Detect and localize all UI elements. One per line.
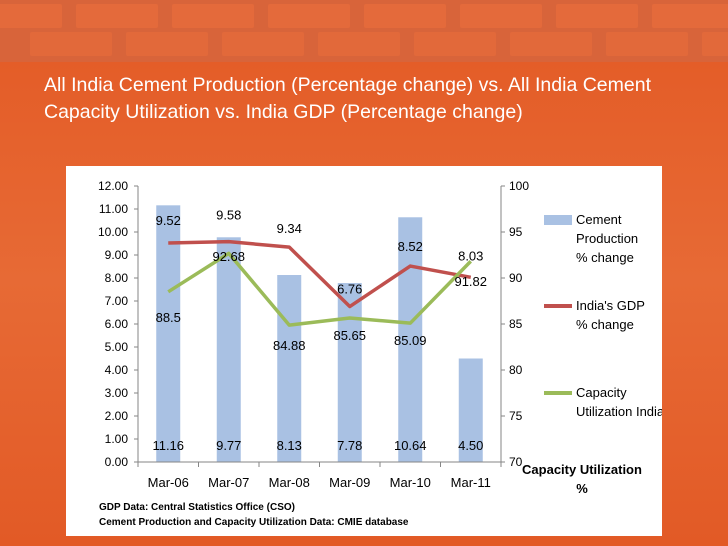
bar-data-label: 9.77 [216,438,241,453]
left-tick-label: 10.00 [98,225,128,239]
brick [76,4,158,28]
chart-panel: 0.00 1.00 2.00 3.00 4.00 5.00 6.00 7.00 8.00 9.00… [66,166,662,536]
brick [510,32,592,56]
left-tick-label: 12.00 [98,179,128,193]
slide-title: All India Cement Production (Percentage … [44,74,651,123]
left-tick-label: 8.00 [105,271,129,285]
brick [460,4,542,28]
x-tick-label: Mar-08 [269,475,310,490]
capacity-data-label: 85.09 [394,333,427,348]
gdp-line [168,239,472,309]
left-tick-label: 7.00 [105,294,129,308]
left-tick-label: 6.00 [105,317,129,331]
brick [556,4,638,28]
brick-wall-banner [0,0,728,62]
bar-Mar-10 [398,217,423,462]
brick [364,4,446,28]
cement-source-note: Cement Production and Capacity Utilizati… [99,517,409,528]
capacity-data-label: 91.82 [454,274,487,289]
brick [0,4,62,28]
gdp-source-note: GDP Data: Central Statistics Office (CSO… [99,502,295,513]
x-tick-label: Mar-09 [329,475,370,490]
bar-Mar-06 [156,205,181,462]
brick [652,4,728,28]
brick [126,32,208,56]
legend-label-cement: % change [576,250,634,265]
left-tick-label: 11.00 [99,202,128,216]
left-tick-label: 3.00 [105,386,129,400]
right-axis-title-unit: % [576,481,588,496]
bar-Mar-09 [337,283,362,462]
right-tick-label: 85 [509,317,523,331]
bar-data-label: 7.78 [337,438,362,453]
legend-bar-swatch [544,215,572,225]
left-tick-label: 0.00 [105,455,129,469]
capacity-data-label: 85.65 [333,328,366,343]
brick [606,32,688,56]
x-tick-label: Mar-06 [148,475,189,490]
left-tick-label: 4.00 [105,363,129,377]
gdp-data-label: 9.52 [156,213,181,228]
legend-label-gdp: % change [576,317,634,332]
legend-label-capacity: Capacity [576,385,627,400]
gdp-data-label: 8.03 [458,248,483,263]
brick [318,32,400,56]
left-tick-label: 9.00 [105,248,129,262]
bar-Mar-11 [458,358,483,462]
legend-label-gdp: India's GDP [576,298,645,313]
bar-data-label: 4.50 [458,438,483,453]
right-tick-label: 100 [509,179,529,193]
brick [268,4,350,28]
brick [702,32,728,56]
left-tick-label: 2.00 [105,409,129,423]
right-tick-label: 75 [509,409,523,423]
capacity-data-label: 84.88 [273,338,306,353]
left-tick-label: 1.00 [105,432,129,446]
right-tick-label: 70 [509,455,523,469]
bar-data-label: 8.13 [277,438,302,453]
bar-data-label: 11.16 [152,438,184,453]
bar-data-label: 10.64 [394,438,427,453]
left-tick-label: 5.00 [105,340,129,354]
combo-chart: 0.00 1.00 2.00 3.00 4.00 5.00 6.00 7.00 8.00 9.00… [98,179,662,496]
brick [414,32,496,56]
right-tick-label: 90 [509,271,523,285]
legend-label-cement: Cement [576,212,622,227]
x-tick-label: Mar-07 [208,475,249,490]
capacity-data-label: 92.68 [212,249,245,264]
right-tick-label: 80 [509,363,523,377]
right-tick-label: 95 [509,225,523,239]
capacity-data-label: 88.5 [156,310,181,325]
brick [172,4,254,28]
x-tick-label: Mar-11 [451,475,491,490]
brick [222,32,304,56]
legend-label-cement: Production [576,231,638,246]
gdp-data-label: 9.34 [277,221,302,236]
gdp-data-label: 8.52 [398,239,423,254]
gdp-data-label: 9.58 [216,208,241,223]
capacity-line [167,251,473,327]
bar-Mar-08 [277,275,302,462]
legend-label-capacity: Utilization India [576,404,662,419]
x-tick-label: Mar-10 [390,475,431,490]
bar-Mar-07 [216,237,241,462]
right-axis-title: Capacity Utilization [522,462,642,477]
gdp-data-label: 6.76 [337,282,362,297]
brick [30,32,112,56]
